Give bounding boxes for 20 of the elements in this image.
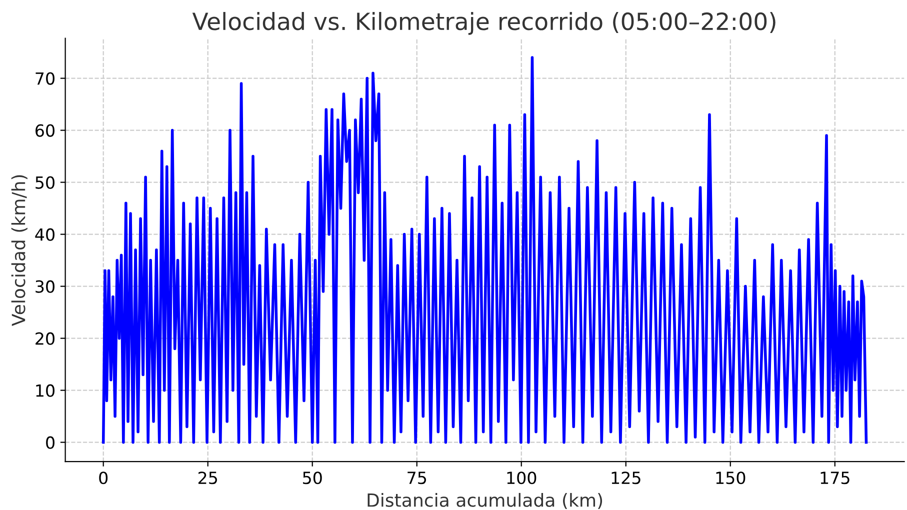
- x-tick-label: 125: [612, 472, 640, 484]
- x-tick-label: 150: [716, 472, 746, 484]
- x-tick-label: 175: [820, 472, 850, 484]
- y-axis-title: Velocidad (km/h): [11, 175, 28, 326]
- x-tick-label: 0: [99, 472, 108, 484]
- x-tick-label: 25: [198, 472, 217, 484]
- y-tick-label: 70: [36, 72, 54, 85]
- y-tick-label: 40: [35, 228, 54, 241]
- y-tick-label: 60: [36, 124, 54, 137]
- y-tick-label: 10: [36, 384, 54, 397]
- y-tick-label: 30: [36, 280, 54, 293]
- x-tick-label: 50: [303, 472, 322, 484]
- x-tick-label: 75: [408, 472, 426, 484]
- line-series: [102, 56, 868, 444]
- x-axis-title: Distancia acumulada (km): [368, 492, 602, 510]
- y-tick-label: 50: [36, 176, 54, 189]
- chart-title: Velocidad vs. Kilometraje recorrido (05:00–22:00): [192, 12, 776, 35]
- y-tick-label: 20: [36, 332, 54, 345]
- x-tick-label: 100: [507, 472, 536, 484]
- y-tick-label: 0: [46, 436, 54, 449]
